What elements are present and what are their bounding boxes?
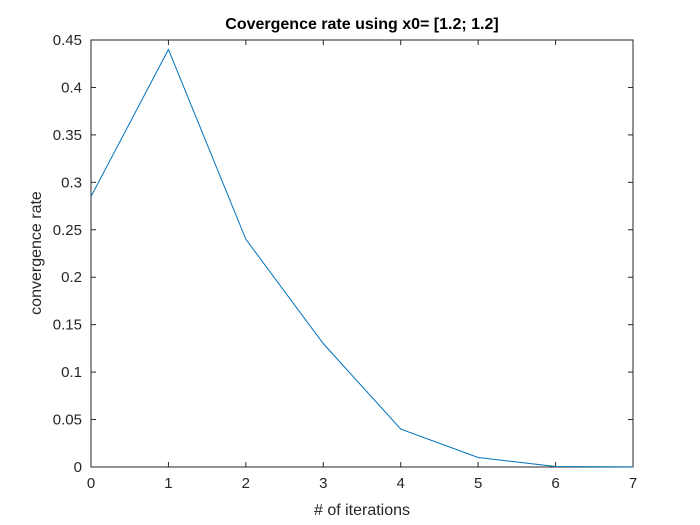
x-tick-label: 3 xyxy=(319,475,327,492)
y-tick-label: 0.25 xyxy=(53,222,82,239)
x-tick-label: 5 xyxy=(474,475,482,492)
x-tick-label: 4 xyxy=(397,475,405,492)
x-tick-label: 2 xyxy=(242,475,250,492)
y-tick-label: 0.15 xyxy=(53,317,82,334)
plot-area: 0 1 2 3 4 5 6 7 0 0.05 0.1 0.15 0.2 0.25 0.3 0.35 0.4 0.4… xyxy=(53,32,637,492)
y-tick-label: 0.2 xyxy=(61,269,82,286)
y-axis-label: convergence rate xyxy=(28,191,45,315)
x-tick-label: 6 xyxy=(551,475,559,492)
y-tick-label: 0.45 xyxy=(53,32,82,49)
chart-title: Covergence rate using x0= [1.2; 1.2] xyxy=(225,16,498,33)
x-tick-label: 7 xyxy=(629,475,637,492)
y-tick-label: 0.1 xyxy=(61,364,82,381)
y-tick-label: 0 xyxy=(74,459,82,476)
series-line xyxy=(90,48,634,468)
x-tick-label: 0 xyxy=(87,475,95,492)
y-tick-label: 0.3 xyxy=(61,174,82,191)
y-tick-label: 0.05 xyxy=(53,412,82,429)
x-tick-label: 1 xyxy=(164,475,172,492)
y-tick-label: 0.4 xyxy=(61,79,82,96)
axes-box xyxy=(90,39,634,468)
x-axis-label: # of iterations xyxy=(314,502,410,519)
y-tick-label: 0.35 xyxy=(53,127,82,144)
